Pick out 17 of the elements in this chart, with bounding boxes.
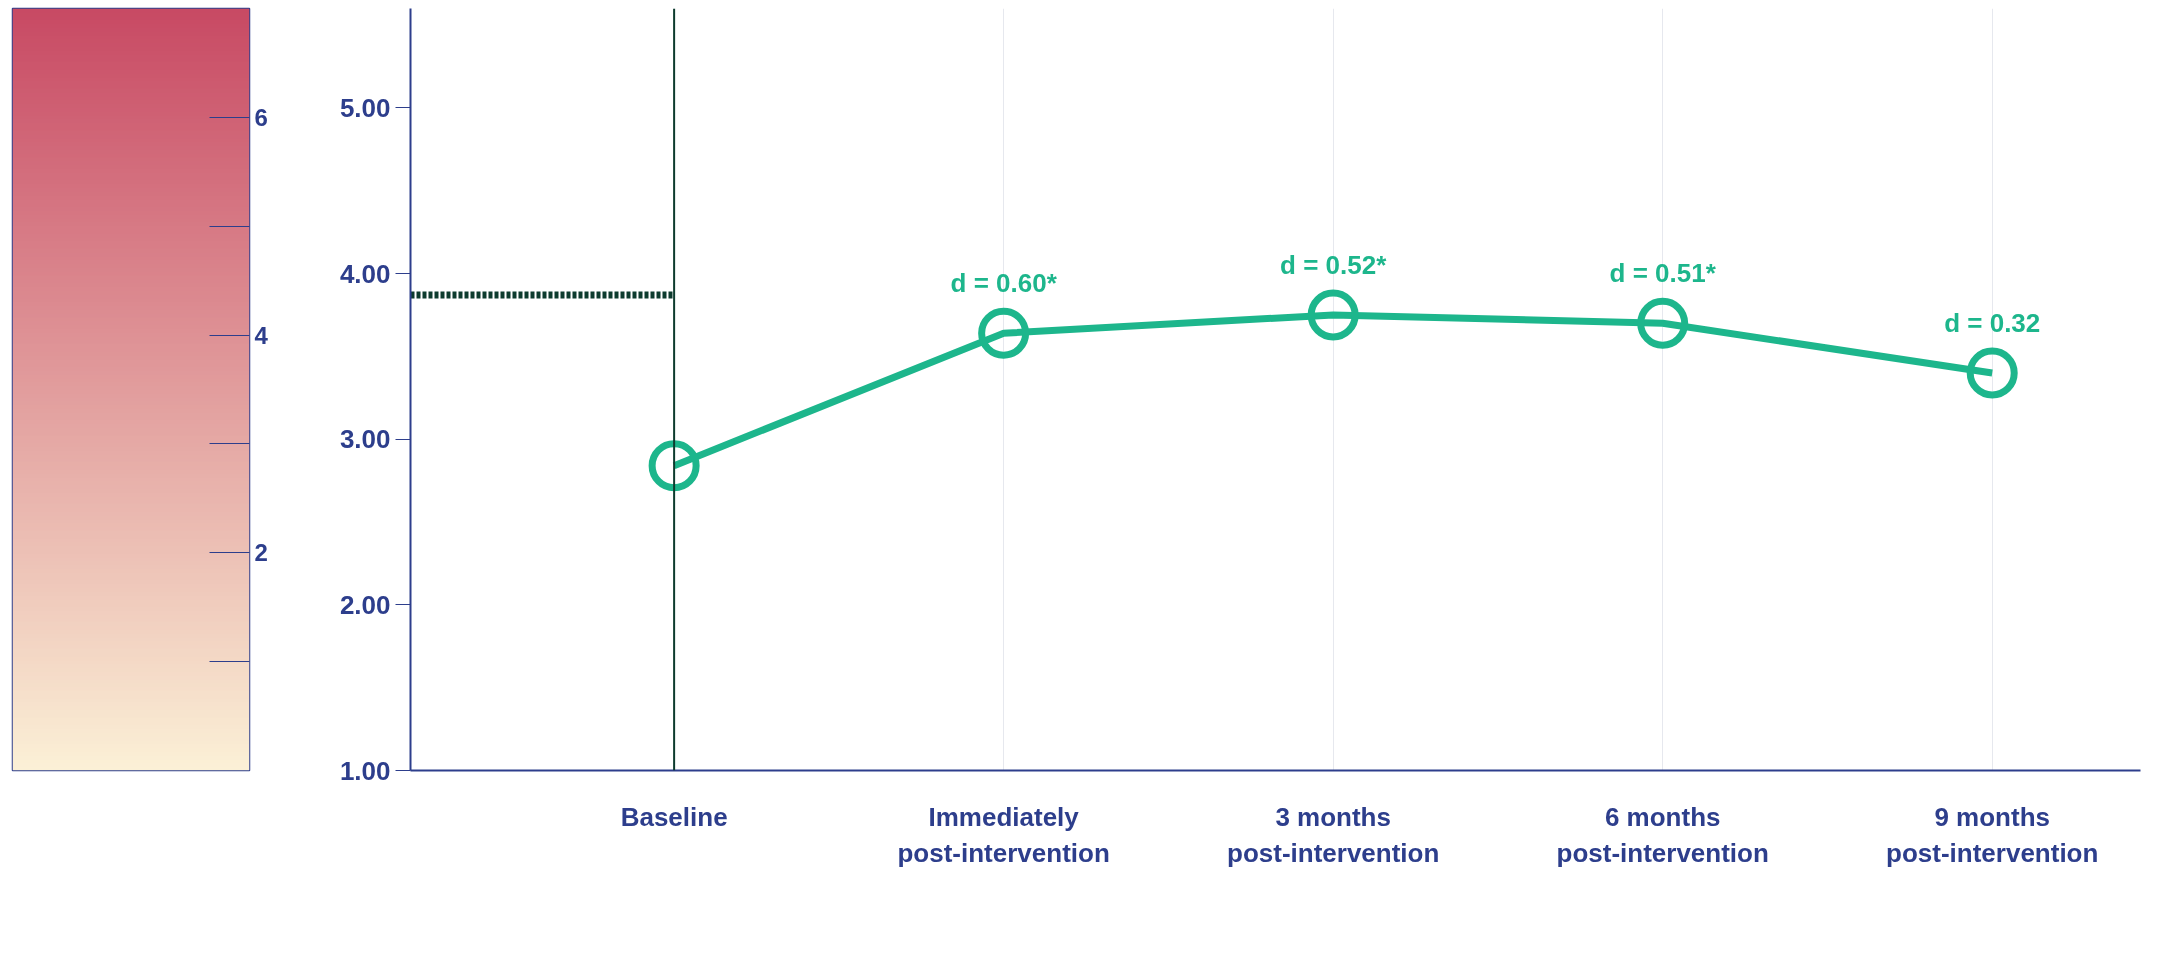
x-tick-label: 9 months post-intervention bbox=[1886, 801, 2099, 868]
annotation: d = 0.51* bbox=[1609, 258, 1717, 289]
y-tick-label: 1.00 bbox=[339, 755, 391, 786]
y-tick-label: 5.00 bbox=[339, 92, 391, 123]
annotation: d = 0.52* bbox=[1280, 249, 1388, 280]
y-tick-label: 4.00 bbox=[339, 258, 391, 289]
color-bar-label: 4 bbox=[254, 321, 269, 349]
color-bar-label: 2 bbox=[254, 539, 268, 567]
x-tick-label: 3 months post-intervention bbox=[1227, 801, 1440, 868]
y-tick-label: 3.00 bbox=[339, 424, 391, 455]
color-bar-label: 6 bbox=[254, 103, 268, 131]
y-tick-label: 2.00 bbox=[339, 589, 391, 620]
x-tick-label: Immediately post-intervention bbox=[897, 801, 1110, 868]
x-tick-label: 6 months post-intervention bbox=[1556, 801, 1769, 868]
x-tick-label: Baseline bbox=[620, 801, 728, 832]
annotation: d = 0.60* bbox=[950, 268, 1058, 299]
annotation: d = 0.32 bbox=[1944, 307, 2041, 338]
